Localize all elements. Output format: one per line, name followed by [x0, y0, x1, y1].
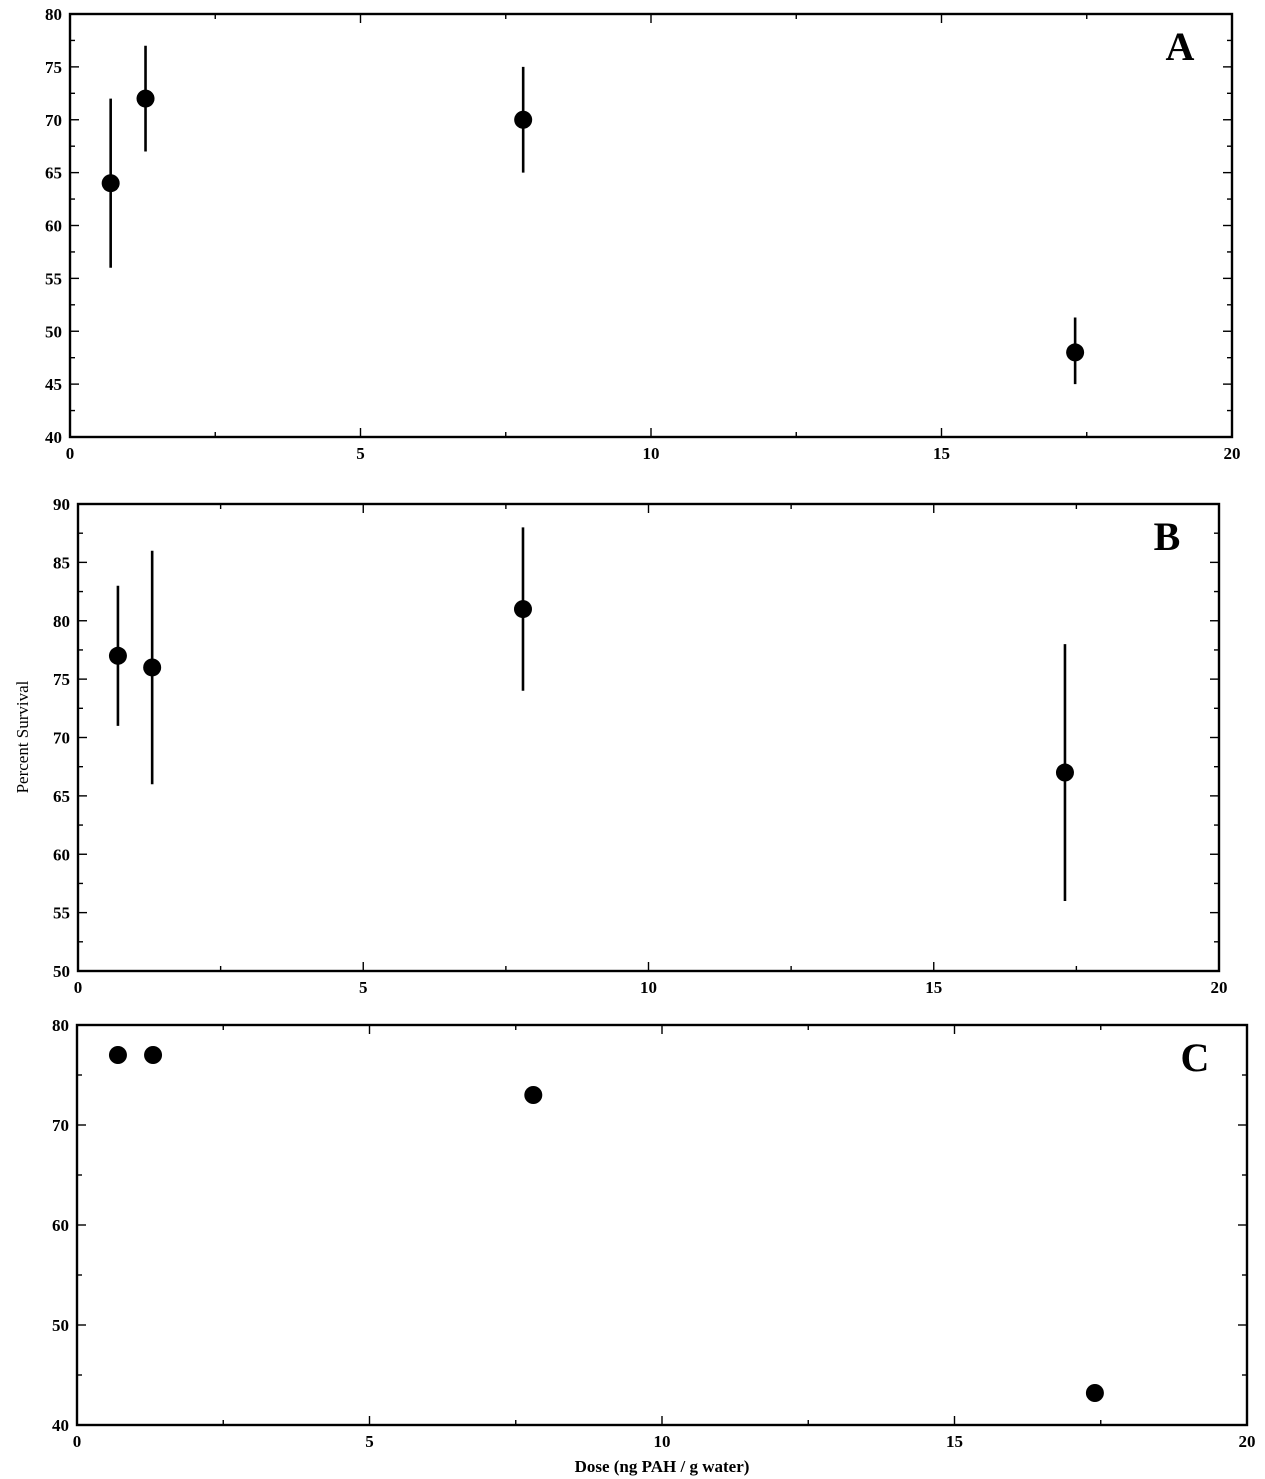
data-point-c	[144, 1046, 163, 1064]
x-tick-label-a: 10	[643, 444, 660, 463]
panel-b: 0 5 10 15 20 50 55 60 65 70 75 80 85 90 B	[53, 495, 1228, 997]
panel-c: 0 5 10 15 20 40 50 60 70 80 C	[52, 1016, 1256, 1451]
data-point-a	[514, 110, 533, 129]
y-tick-label-b: 65	[53, 787, 70, 806]
x-tick-label-b: 15	[925, 978, 942, 997]
x-tick-label-a: 0	[66, 444, 75, 463]
x-tick-label-c: 20	[1239, 1432, 1256, 1451]
x-tick-label-a: 15	[933, 444, 950, 463]
x-tick-label-a: 5	[356, 444, 365, 463]
panel-a: 0 5 10 15 20 40 45 50 55 60 65 70 75 80 A	[45, 5, 1241, 463]
y-tick-label-a: 40	[45, 428, 62, 447]
y-tick-label-c: 70	[52, 1116, 69, 1135]
panel-label-c: C	[1181, 1035, 1210, 1080]
y-axis-title: Percent Survival	[13, 680, 32, 793]
y-tick-label-b: 55	[53, 904, 70, 923]
x-tick-label-c: 5	[365, 1432, 374, 1451]
data-point-a	[136, 89, 155, 108]
x-axis-title: Dose (ng PAH / g water)	[575, 1457, 750, 1476]
data-point-c	[524, 1086, 543, 1104]
x-tick-label-c: 10	[654, 1432, 671, 1451]
y-tick-label-a: 70	[45, 111, 62, 130]
x-tick-label-c: 0	[73, 1432, 82, 1451]
x-tick-label-a: 20	[1224, 444, 1241, 463]
y-tick-label-b: 50	[53, 962, 70, 981]
data-point-c	[108, 1046, 127, 1064]
y-tick-label-b: 85	[53, 553, 70, 572]
y-tick-label-a: 80	[45, 5, 62, 24]
data-point-b	[513, 600, 532, 619]
data-point-b	[1055, 763, 1074, 782]
y-tick-label-b: 60	[53, 845, 70, 864]
plot-frame-a	[68, 12, 1234, 439]
y-tick-label-a: 50	[45, 322, 62, 341]
y-tick-label-a: 60	[45, 217, 62, 236]
y-tick-label-c: 80	[52, 1016, 69, 1035]
data-point-b	[143, 658, 162, 677]
data-point-b	[108, 646, 127, 665]
data-point-a	[101, 174, 120, 193]
panel-label-a: A	[1166, 24, 1195, 69]
y-tick-label-c: 40	[52, 1416, 69, 1435]
x-tick-label-b: 0	[74, 978, 83, 997]
x-tick-label-b: 20	[1211, 978, 1228, 997]
y-tick-label-b: 70	[53, 729, 70, 748]
data-point-a	[1066, 343, 1085, 362]
y-tick-label-b: 90	[53, 495, 70, 514]
plot-frame-c	[75, 1023, 1249, 1427]
y-tick-label-a: 45	[45, 375, 62, 394]
y-tick-label-c: 60	[52, 1216, 69, 1235]
plot-frame-b	[76, 502, 1221, 973]
data-point-c	[1085, 1384, 1104, 1402]
x-tick-label-c: 15	[946, 1432, 963, 1451]
x-tick-label-b: 10	[640, 978, 657, 997]
x-tick-label-b: 5	[359, 978, 368, 997]
y-tick-label-a: 55	[45, 269, 62, 288]
y-tick-label-c: 50	[52, 1316, 69, 1335]
panel-label-b: B	[1154, 514, 1181, 559]
y-tick-label-a: 75	[45, 58, 62, 77]
y-tick-label-b: 80	[53, 612, 70, 631]
y-tick-label-a: 65	[45, 164, 62, 183]
y-tick-label-b: 75	[53, 670, 70, 689]
